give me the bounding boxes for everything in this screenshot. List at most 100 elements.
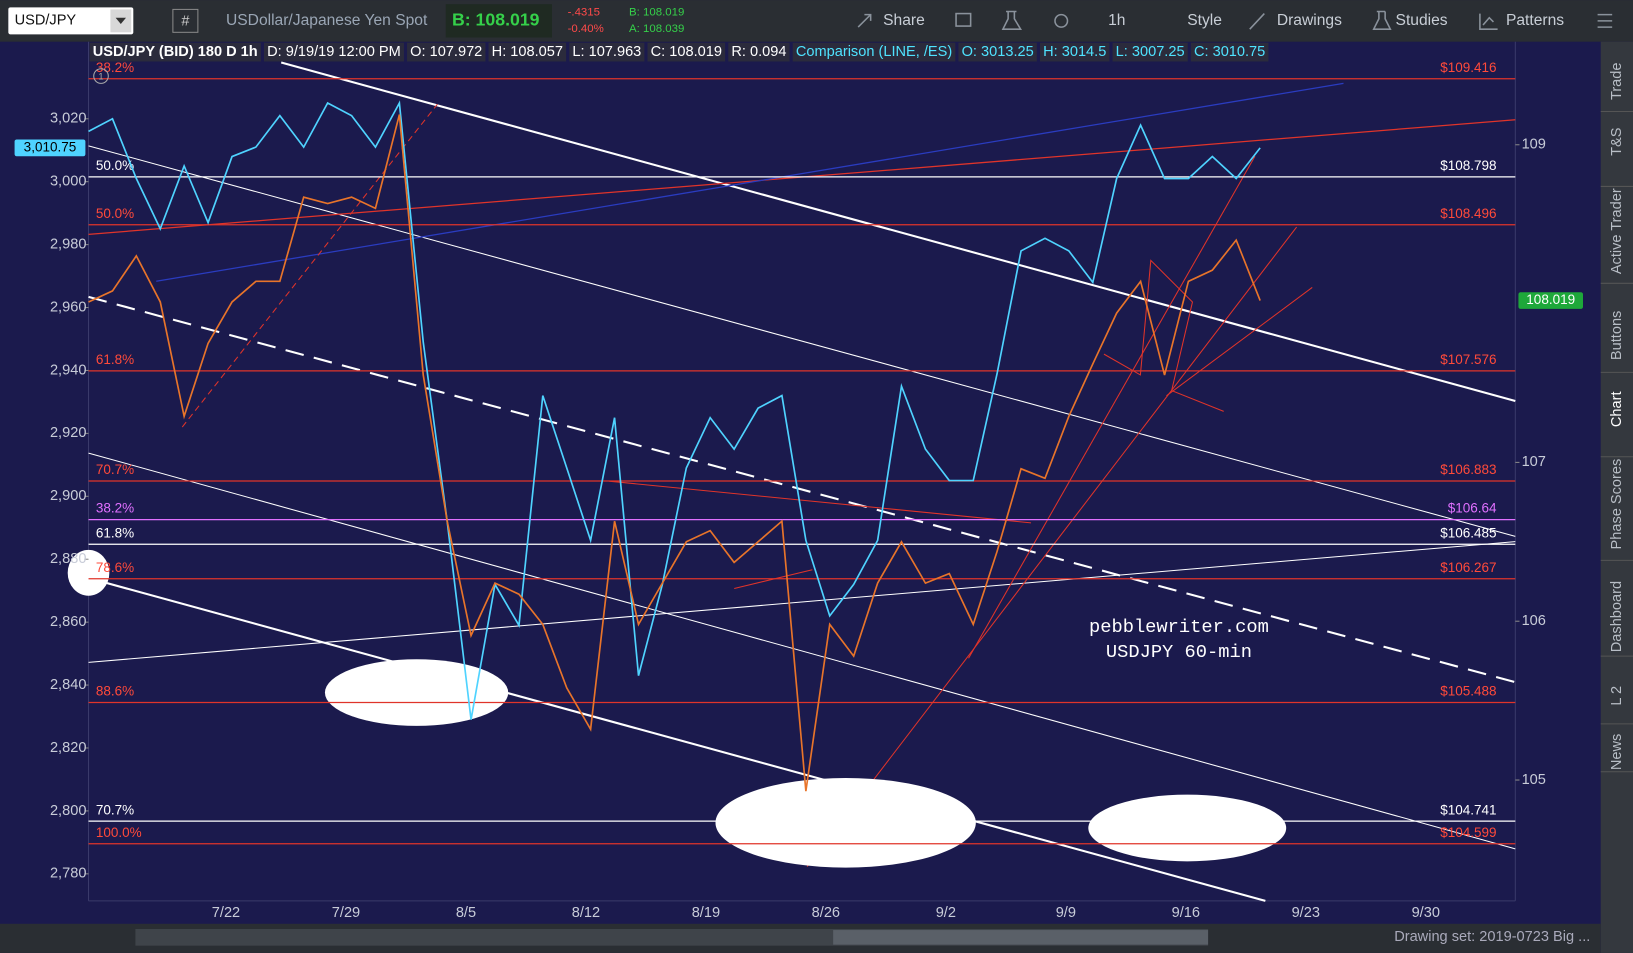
x-tick-label: 8/5 — [456, 905, 476, 921]
flask-icon[interactable] — [1001, 10, 1023, 30]
fib-price: $106.485 — [1440, 525, 1496, 540]
sidebar-tab[interactable]: Trade — [1609, 62, 1625, 100]
scroll-thumb[interactable] — [833, 930, 1209, 945]
header-chip — [488, 42, 567, 62]
header-chip — [407, 42, 486, 62]
toolbar-button[interactable]: Style — [1187, 12, 1222, 29]
fib-price: $104.599 — [1440, 825, 1496, 840]
toolbar-button[interactable]: Patterns — [1506, 12, 1564, 29]
share-icon — [857, 13, 872, 28]
y2-tick-label: 106 — [1522, 613, 1546, 629]
y-tick-label: 2,960 — [50, 299, 86, 315]
menu-icon[interactable] — [1597, 13, 1613, 28]
fib-label: 50.0% — [96, 206, 134, 221]
info-icon[interactable] — [93, 68, 109, 84]
highlight-ellipse — [324, 659, 509, 726]
fib-price: $108.798 — [1440, 158, 1496, 173]
trend-line — [88, 577, 1266, 902]
header-text: L: 107.963 — [572, 44, 641, 60]
y-tick-label: 3,000 — [50, 174, 86, 190]
trend-line — [181, 103, 438, 428]
x-tick-label: 8/26 — [812, 905, 840, 921]
y-tick-label: 2,940 — [50, 362, 86, 378]
highlight-ellipse — [715, 778, 976, 868]
header-chip — [728, 42, 790, 62]
header-chip — [263, 42, 404, 62]
header-text: R: 0.094 — [731, 44, 786, 60]
header-text: C: 3010.75 — [1194, 44, 1265, 60]
fib-price: $107.576 — [1440, 352, 1496, 367]
header-text: D: 9/19/19 12:00 PM — [267, 44, 401, 60]
fib-price: $106.267 — [1440, 560, 1496, 575]
description: USDollar/Japanese Yen Spot — [226, 12, 428, 29]
toolbar-button[interactable]: Drawings — [1277, 12, 1342, 29]
header-text: H: 3014.5 — [1043, 44, 1106, 60]
header-chip — [1190, 42, 1269, 62]
toolbar-button[interactable]: 1h — [1108, 12, 1125, 29]
sidebar-tab[interactable]: Dashboard — [1609, 581, 1625, 652]
y-tick-label: 2,900 — [50, 488, 86, 504]
price-line — [88, 114, 1261, 792]
toolbar-button[interactable]: Share — [883, 12, 925, 29]
annotation: pebblewriter.com — [1089, 616, 1269, 638]
header-chip — [958, 42, 1037, 62]
y-tick-label: 2,780 — [50, 866, 86, 882]
fib-label: 70.7% — [96, 462, 134, 477]
sidebar-tabs: Trade T&S Active Trader Buttons Chart Phase S… — [1600, 62, 1633, 773]
fib-price: $105.488 — [1440, 684, 1496, 699]
bid-small: B: 108.019 — [629, 7, 684, 19]
x-tick-label: 8/19 — [692, 905, 720, 921]
gear-icon[interactable] — [1054, 13, 1069, 28]
screenshot-icon[interactable] — [955, 12, 972, 27]
header-text: L: 3007.25 — [1116, 44, 1185, 60]
header-chip — [569, 42, 645, 62]
studies-icon — [1372, 10, 1392, 30]
x-tick-label: 9/16 — [1172, 905, 1200, 921]
trend-line — [1166, 287, 1313, 397]
fib-price: $109.416 — [1440, 60, 1496, 75]
sidebar-tab[interactable]: Active Trader — [1609, 188, 1625, 274]
y2-last-tag: 108.019 — [1526, 292, 1575, 307]
toolbar-buttons: Share 1h Style Drawings Studies Patterns — [883, 12, 1564, 29]
highlight-ellipse — [67, 549, 110, 596]
sidebar-tab[interactable]: News — [1609, 734, 1625, 770]
sidebar-tab[interactable]: Buttons — [1609, 311, 1625, 360]
last-tag-box — [14, 139, 86, 157]
x-tick-label: 7/22 — [212, 905, 240, 921]
annotation: USDJPY 60-min — [1106, 641, 1252, 663]
fib-label: 78.6% — [96, 560, 134, 575]
x-tick-label: 9/23 — [1292, 905, 1320, 921]
toolbar — [0, 0, 1633, 42]
y-tick-label: 2,820 — [50, 740, 86, 756]
hash-button[interactable] — [172, 8, 199, 33]
fib-price: $104.741 — [1440, 802, 1496, 817]
header-text: H: 108.057 — [492, 44, 563, 60]
toolbar-button[interactable]: Studies — [1396, 12, 1448, 29]
sidebar-tab[interactable]: Chart — [1609, 391, 1625, 427]
fib-label: 88.6% — [96, 684, 134, 699]
patterns-icon — [1479, 13, 1498, 30]
toolbar-icons — [857, 10, 1613, 30]
header-text: Comparison (LINE, /ES) — [796, 44, 952, 60]
fib-price: $108.496 — [1440, 206, 1496, 221]
header-chip — [1039, 42, 1110, 62]
trend-line — [156, 82, 1344, 282]
sidebar-tab[interactable]: Phase Scores — [1609, 459, 1625, 550]
trend-line — [88, 145, 1516, 537]
price-line — [88, 100, 1261, 720]
x-tick-label: 9/9 — [1056, 905, 1076, 921]
y-tick-label: 2,920 — [50, 425, 86, 441]
symbol-box[interactable] — [8, 7, 134, 35]
fib-label: 50.0% — [96, 158, 134, 173]
bid-box — [445, 4, 552, 38]
sidebar-tab[interactable]: L 2 — [1609, 686, 1625, 706]
header-text: C: 108.019 — [651, 44, 722, 60]
trend-line — [968, 155, 1256, 659]
sidebar-tab[interactable]: T&S — [1609, 127, 1625, 156]
fib-label: 38.2% — [96, 60, 134, 75]
x-tick-label: 8/12 — [572, 905, 600, 921]
trend-line — [88, 295, 1516, 684]
trend-line — [88, 541, 1516, 663]
dropdown-arrow — [115, 17, 127, 24]
